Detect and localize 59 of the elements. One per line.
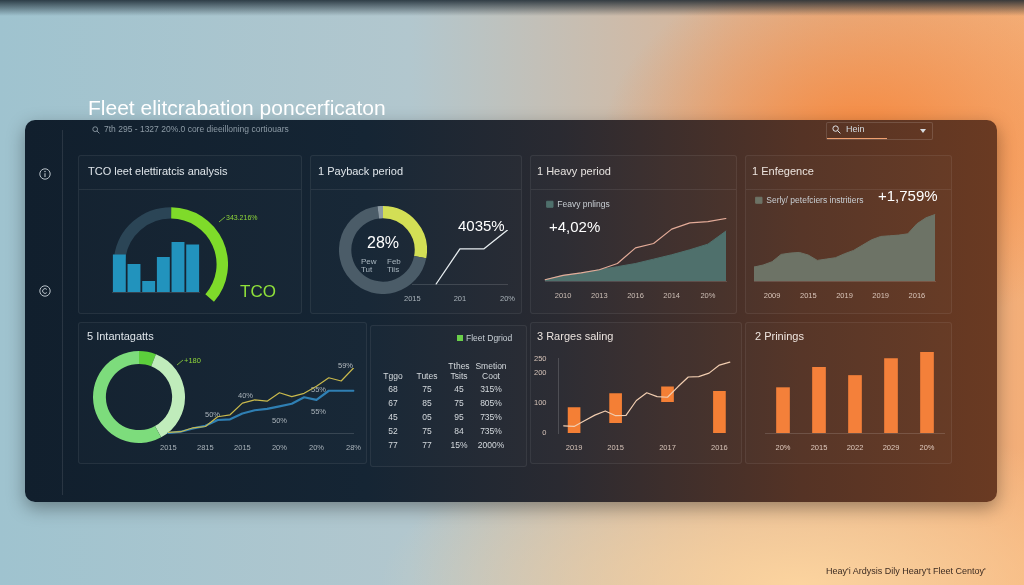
- text: 45: [454, 384, 464, 394]
- text: 75: [422, 426, 432, 436]
- text: 77: [422, 440, 432, 450]
- category-label: Smetion Coot: [475, 361, 507, 381]
- text: TCO: [240, 282, 276, 302]
- chart-title: 1 Enfegence: [752, 165, 814, 178]
- text: Heay'i Ardysis Dily Heary't Fleet Centoy': [826, 566, 986, 577]
- bar: [171, 242, 185, 292]
- text: 75: [454, 398, 464, 408]
- text: 735%: [480, 412, 502, 422]
- text: +1,759%: [878, 187, 938, 205]
- bar: [186, 244, 200, 292]
- text: 15%: [450, 440, 468, 450]
- bar: [127, 264, 141, 292]
- bar: [609, 393, 622, 423]
- bar: [812, 367, 826, 433]
- bar: [567, 407, 581, 433]
- text: 45: [388, 412, 398, 422]
- category-label: Tutes: [416, 370, 438, 381]
- text: 67: [388, 398, 398, 408]
- bar: [848, 375, 862, 433]
- text: Pew Tut: [361, 257, 378, 275]
- bar: [112, 254, 126, 292]
- bar: [920, 352, 934, 433]
- bar: [156, 257, 170, 292]
- text: 68: [388, 384, 398, 394]
- text: 735%: [480, 426, 502, 436]
- text: 75: [422, 384, 432, 394]
- text: 315%: [480, 384, 502, 394]
- text: Feb Tiis: [387, 257, 402, 275]
- text: Fleet elitcrabation poncerficaton: [88, 96, 386, 121]
- bar: [142, 281, 156, 292]
- bar: [776, 387, 790, 433]
- text: 05: [422, 412, 432, 422]
- text: 84: [454, 426, 464, 436]
- text: 7th 295 - 1327 20%.0 core dieeilloning cortiouars: [104, 124, 289, 135]
- chart-title: 1 Payback period: [318, 165, 403, 178]
- chart-title: 2 Prinings: [755, 330, 804, 343]
- chart-title: TCO leet elettiratcis analysis: [88, 165, 228, 178]
- bar: [884, 358, 898, 433]
- category-label: Tthes Tsits: [448, 361, 470, 381]
- category-label: Tggo: [383, 370, 403, 381]
- text: 805%: [480, 398, 502, 408]
- text: 85: [422, 398, 432, 408]
- bar: [713, 390, 726, 433]
- chart-title: 1 Heavy period: [537, 165, 611, 178]
- text: 28%: [367, 234, 400, 253]
- annotation: +4,02%: [549, 218, 601, 236]
- text: Fleet Dgriod: [466, 333, 513, 344]
- text: 77: [388, 440, 398, 450]
- text: Hein: [846, 124, 865, 135]
- chart-title: 3 Rarges saling: [537, 330, 614, 343]
- annotation: 4035%: [458, 217, 505, 235]
- legend-label: Serly/ petefciers instritiers: [766, 194, 864, 205]
- legend-label: Feavy pnlings: [557, 198, 610, 209]
- chart-title: 5 Intantagatts: [87, 330, 154, 343]
- text: 2000%: [477, 440, 505, 450]
- text: 95: [454, 412, 464, 422]
- text: 52: [388, 426, 398, 436]
